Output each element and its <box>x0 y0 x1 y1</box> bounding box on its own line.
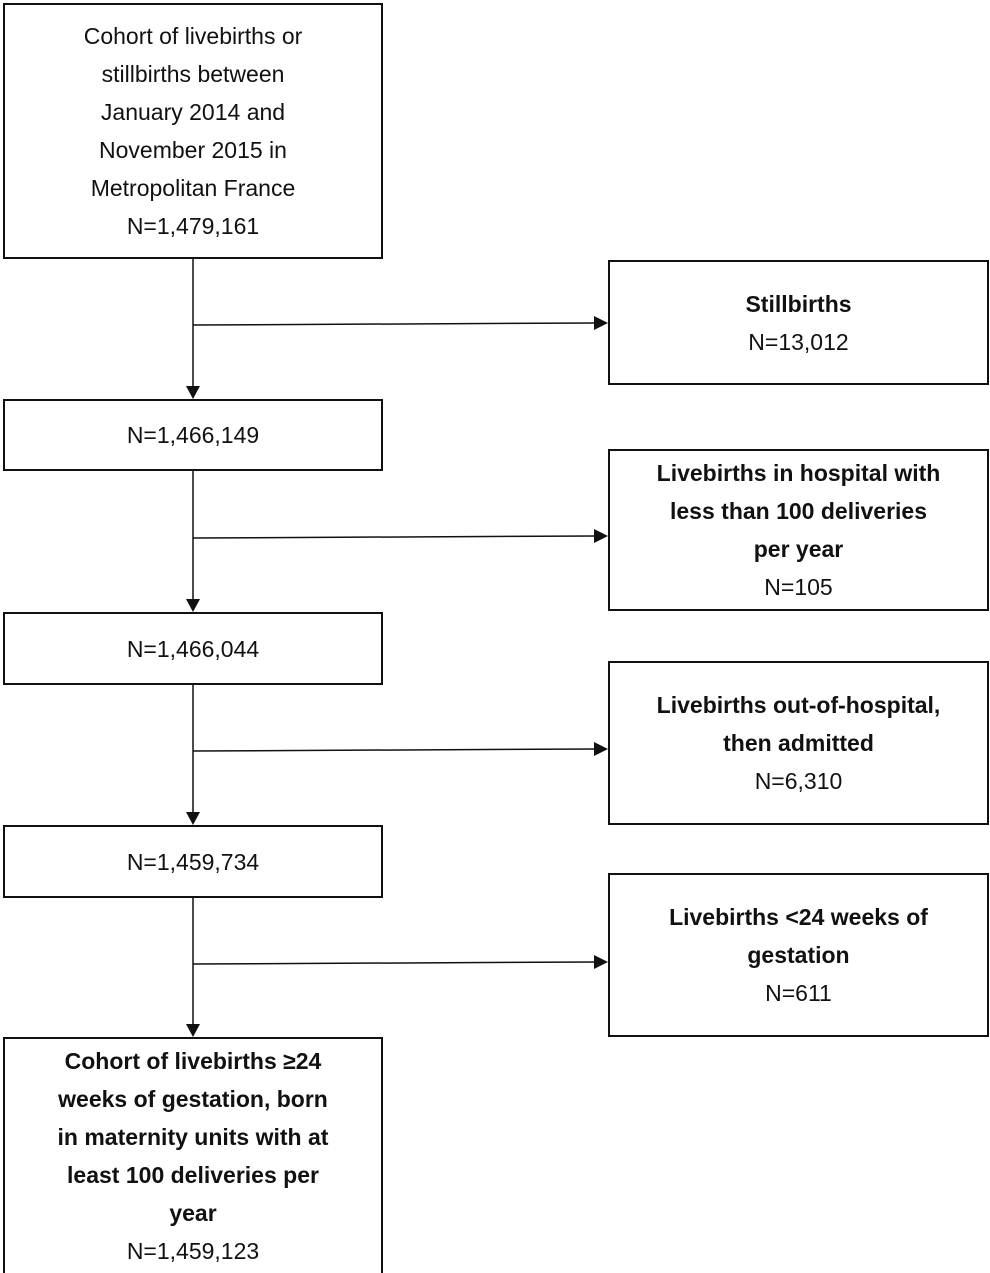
box-title: Livebirths out-of-hospital, <box>656 692 941 718</box>
box-title: gestation <box>747 942 850 968</box>
box-title: Livebirths <24 weeks of <box>669 904 928 930</box>
box-title: Cohort of livebirths ≥24 <box>64 1048 322 1074</box>
count: N=611 <box>765 980 832 1006</box>
arrowhead <box>186 812 200 825</box>
count: N=1,459,734 <box>126 848 260 875</box>
box-text: Metropolitan France <box>90 175 296 201</box>
box-text: Cohort of livebirths or <box>83 23 303 49</box>
exclusion-box: Livebirths in hospital with less than 100… <box>608 449 989 611</box>
count: N=1,479,161 <box>126 213 260 239</box>
box-title: then admitted <box>723 730 874 756</box>
count: N=105 <box>764 574 833 600</box>
count: N=1,459,123 <box>126 1238 260 1264</box>
connector <box>192 961 597 965</box>
box-title: in maternity units with at <box>57 1124 329 1150</box>
connector <box>192 535 597 539</box>
box-title: Stillbirths <box>745 290 852 317</box>
box-title: per year <box>753 536 844 562</box>
arrowhead <box>186 1024 200 1037</box>
box-title: Livebirths in hospital with <box>656 460 941 486</box>
connector <box>192 322 597 326</box>
connector <box>192 748 597 752</box>
box-title: least 100 deliveries per <box>67 1162 319 1188</box>
exclusion-box: Stillbirths N=13,012 <box>608 260 989 385</box>
count: N=6,310 <box>754 768 843 794</box>
box-title: weeks of gestation, born <box>58 1086 328 1112</box>
count: N=13,012 <box>748 328 849 355</box>
arrowhead <box>594 529 608 543</box>
arrowhead <box>594 742 608 756</box>
box-text: November 2015 in <box>99 137 287 163</box>
box-title: year <box>169 1200 217 1226</box>
arrowhead <box>186 386 200 399</box>
cohort-box: N=1,459,734 <box>3 825 383 898</box>
cohort-box: N=1,466,149 <box>3 399 383 471</box>
exclusion-box: Livebirths <24 weeks of gestation N=611 <box>608 873 989 1037</box>
box-text: stillbirths between <box>101 61 285 87</box>
box-title: less than 100 deliveries <box>670 498 927 524</box>
final-cohort-box: Cohort of livebirths ≥24 weeks of gestati… <box>3 1037 383 1273</box>
count: N=1,466,044 <box>126 635 260 662</box>
exclusion-box: Livebirths out-of-hospital, then admitted… <box>608 661 989 825</box>
box-text: January 2014 and <box>100 99 286 125</box>
arrowhead <box>594 316 608 330</box>
arrowhead <box>594 955 608 969</box>
arrowhead <box>186 599 200 612</box>
cohort-box: N=1,466,044 <box>3 612 383 685</box>
count: N=1,466,149 <box>126 422 260 448</box>
cohort-box: Cohort of livebirths or stillbirths betwe… <box>3 3 383 259</box>
